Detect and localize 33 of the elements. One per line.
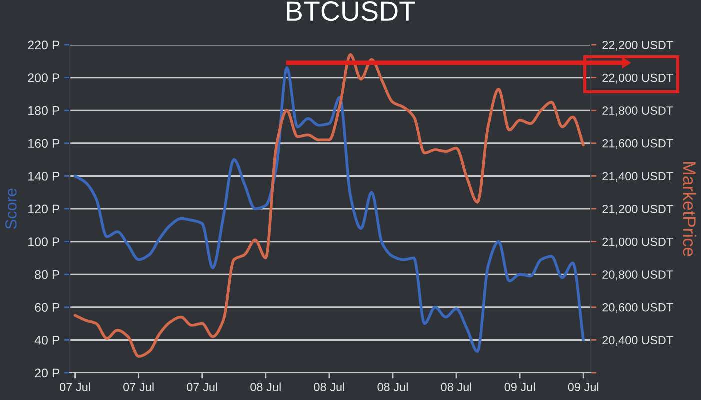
chart-title: BTCUSDT: [287, 2, 416, 22]
x-tick-label: 07 Jul: [60, 382, 90, 392]
x-tick-label: 09 Jul: [504, 382, 536, 392]
x-tick-label: 08 Jul: [441, 382, 472, 392]
y-tick-label: 120 P: [28, 204, 60, 214]
x-tick-label: 07 Jul: [187, 382, 218, 392]
y2-tick-label: 20,800 USDT: [602, 270, 674, 280]
y2-tick-label: 21,800 USDT: [602, 106, 674, 116]
y-tick-label: 140 P: [28, 172, 60, 181]
x-tick-label: 09 Jul: [568, 382, 599, 392]
y2-tick-label: 21,600 USDT: [602, 139, 674, 150]
y-tick-label: 100 P: [28, 238, 60, 246]
y-tick-label: 80 P: [35, 270, 60, 280]
y-tick-label: 200 P: [28, 74, 60, 82]
x-tick-label: 08 Jul: [250, 382, 281, 392]
y2-axis-title: MarketPrice: [683, 162, 696, 256]
y2-tick-label: 21,200 USDT: [602, 205, 674, 215]
y-tick-label: 60 P: [35, 303, 60, 312]
y2-tick-label: 22,200 USDT: [602, 41, 674, 51]
y-tick-label: 40 P: [34, 336, 60, 345]
x-tick-label: 08 Jul: [314, 382, 344, 392]
y2-tick-label: 22,000 USDT: [602, 74, 674, 84]
y-tick-label: 220 P: [28, 40, 60, 50]
x-tick-label: 07 Jul: [124, 382, 154, 392]
y-tick-label: 160 P: [28, 139, 60, 148]
y-tick-label: 180 P: [28, 106, 60, 116]
x-tick-label: 08 Jul: [378, 382, 408, 392]
y2-tick-label: 21,000 USDT: [602, 238, 674, 248]
y2-tick-label: 21,400 USDT: [602, 172, 674, 182]
y2-tick-label: 20,400 USDT: [602, 336, 674, 346]
y-tick-label: 20 P: [35, 368, 60, 378]
y2-tick-label: 20,600 USDT: [602, 303, 674, 314]
y-axis-title: Score: [6, 188, 17, 230]
